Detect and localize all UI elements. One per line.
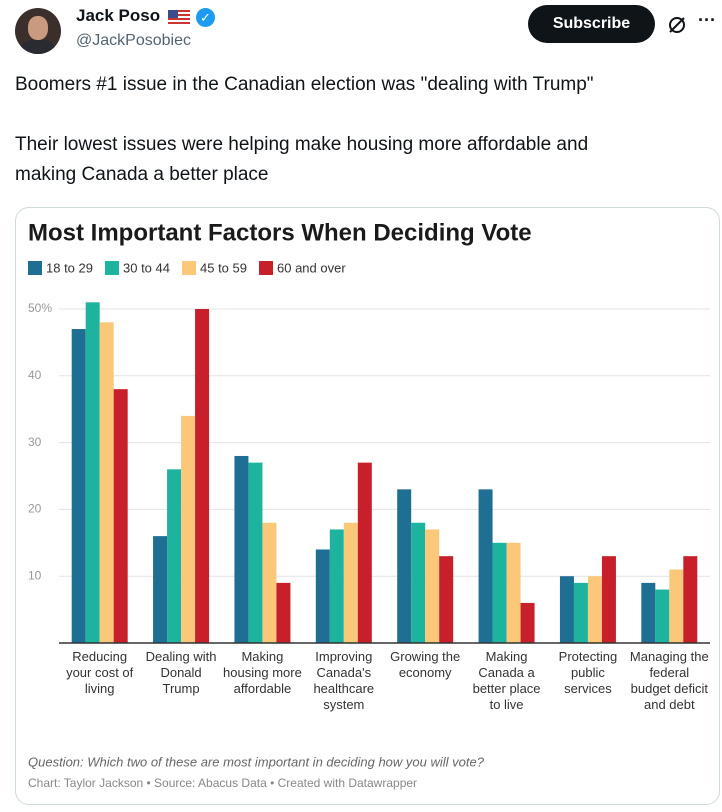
bar: [329, 529, 344, 643]
bar: [601, 556, 616, 643]
x-tick-label: Making Canada a better place to live: [472, 649, 541, 712]
bar: [397, 489, 412, 643]
bar: [492, 542, 507, 643]
bar: [276, 582, 291, 643]
legend-label: 45 to 59: [200, 260, 247, 275]
x-tick-label: Growing the economy: [390, 649, 461, 680]
bar: [343, 522, 358, 643]
flag-icon: [168, 10, 190, 24]
chart-title: Most Important Factors When Deciding Vot…: [28, 219, 532, 246]
bar: [641, 582, 656, 643]
x-tick-label: Managing the federal budget deficit and …: [629, 649, 709, 712]
bar: [167, 469, 182, 643]
legend-swatch: [182, 261, 196, 275]
tweet-text: Their lowest issues were helping make ho…: [15, 134, 589, 155]
bar: [71, 329, 86, 643]
tweet-text: Boomers #1 issue in the Canadian electio…: [15, 74, 594, 95]
bar: [234, 455, 249, 643]
x-tick-label: Protecting public services: [558, 649, 618, 696]
y-tick-label: 20: [28, 502, 42, 516]
bar: [113, 389, 128, 643]
bar: [195, 309, 210, 643]
media-card[interactable]: [15, 207, 720, 805]
bar: [506, 542, 521, 643]
bar: [559, 576, 574, 643]
bar: [262, 522, 277, 643]
bar: [315, 549, 330, 643]
bar: [573, 582, 588, 643]
bar: [153, 536, 168, 643]
chart-question: Question: Which two of these are most im…: [28, 754, 485, 769]
verified-badge: ✓: [196, 8, 215, 27]
legend-swatch: [28, 261, 42, 275]
bar: [439, 556, 454, 643]
bar: [655, 589, 670, 643]
y-tick-label: 30: [28, 435, 42, 449]
legend-label: 18 to 29: [46, 260, 93, 275]
chart-credit: Chart: Taylor Jackson • Source: Abacus D…: [28, 776, 417, 790]
x-tick-label: Improving Canada's healthcare system: [313, 649, 375, 712]
legend-label: 60 and over: [277, 260, 346, 275]
author-handle[interactable]: @JackPosobiec: [76, 32, 191, 49]
bar: [411, 522, 426, 643]
x-tick-label: Dealing with Donald Trump: [145, 649, 217, 696]
legend-label: 30 to 44: [123, 260, 170, 275]
y-tick-label: 40: [28, 368, 42, 382]
x-tick-label: Reducing your cost of living: [66, 649, 134, 696]
author-name[interactable]: Jack Poso: [76, 6, 161, 25]
bar: [425, 529, 440, 643]
bar: [99, 322, 114, 643]
bar: [587, 576, 602, 643]
legend-swatch: [105, 261, 119, 275]
avatar[interactable]: [15, 8, 61, 54]
bar: [248, 462, 263, 643]
bar: [669, 569, 684, 643]
bar: [683, 556, 698, 643]
subscribe-button[interactable]: Subscribe: [528, 5, 655, 43]
y-tick-label: 50%: [28, 301, 52, 315]
x-tick-label: Making housing more affordable: [223, 649, 302, 696]
y-tick-label: 10: [28, 568, 42, 582]
bar: [478, 489, 493, 643]
legend-swatch: [259, 261, 273, 275]
bar: [85, 302, 100, 643]
grok-icon[interactable]: [666, 14, 688, 36]
tweet-text: making Canada a better place: [15, 164, 269, 185]
bar: [520, 602, 535, 643]
bar: [181, 415, 196, 643]
more-icon[interactable]: ···: [698, 10, 716, 30]
bar: [357, 462, 372, 643]
